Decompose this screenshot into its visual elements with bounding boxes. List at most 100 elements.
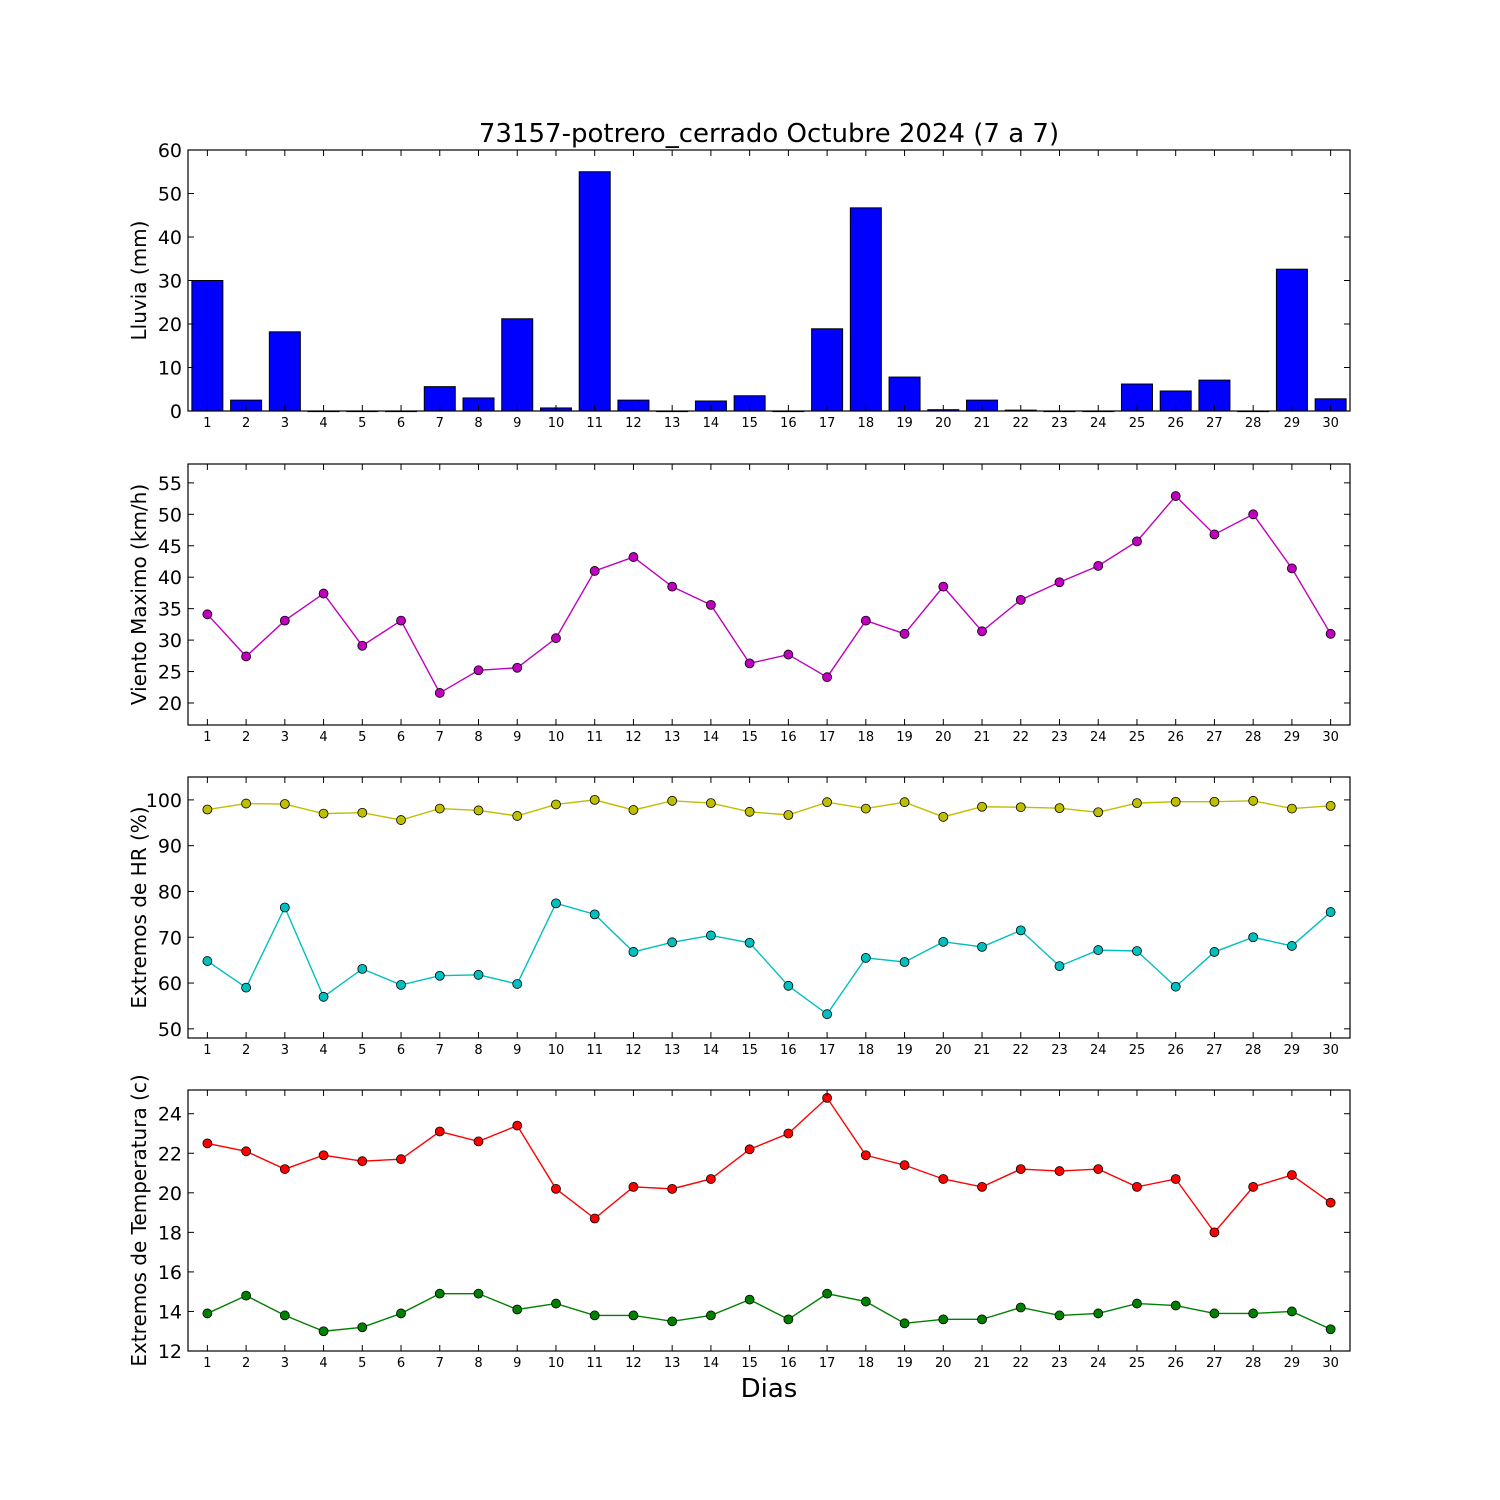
data-point-s1-day-30 — [1325, 1197, 1336, 1208]
x-tick-label: 7 — [436, 416, 444, 431]
x-tick-label: 25 — [1129, 1356, 1146, 1371]
data-point-s1-day-12 — [628, 1181, 639, 1192]
data-point-s2-day-16 — [783, 1314, 794, 1325]
data-point-s2-day-28 — [1248, 932, 1259, 943]
data-point-s2-day-10 — [551, 1298, 561, 1309]
data-point-s1-day-10 — [551, 799, 561, 810]
x-tick-label: 26 — [1167, 730, 1184, 745]
y-tick-label: 50 — [158, 184, 182, 206]
data-point-s2-day-29 — [1287, 941, 1297, 951]
x-tick-label: 23 — [1051, 1356, 1068, 1371]
series-line-1 — [207, 799, 1331, 821]
rain-bar-day-29 — [1275, 268, 1308, 412]
y-tick-label: 90 — [158, 836, 182, 858]
data-point-s1-day-24 — [1093, 1164, 1104, 1174]
x-tick-label: 12 — [625, 1043, 642, 1058]
x-tick-label: 17 — [819, 730, 836, 745]
x-tick-label: 28 — [1245, 416, 1262, 431]
data-point-s1-day-14 — [706, 1174, 716, 1184]
data-point-s1-day-18 — [860, 803, 871, 814]
x-tick-label: 10 — [548, 1043, 565, 1058]
data-point-s1-day-30 — [1325, 628, 1336, 639]
data-point-s1-day-12 — [628, 552, 639, 562]
x-tick-label: 18 — [858, 1043, 875, 1058]
data-point-s1-day-19 — [899, 628, 910, 639]
x-tick-label: 19 — [896, 1043, 913, 1058]
data-point-s2-day-4 — [318, 1326, 329, 1337]
data-point-s1-day-2 — [241, 651, 252, 662]
x-tick-label: 6 — [397, 730, 405, 745]
data-point-s2-day-19 — [899, 957, 910, 967]
x-tick-label: 7 — [436, 730, 444, 745]
x-tick-label: 20 — [935, 416, 952, 431]
data-point-s1-day-4 — [318, 808, 329, 819]
x-tick-label: 12 — [625, 1356, 642, 1371]
data-point-s2-day-27 — [1209, 947, 1220, 957]
x-tick-label: 29 — [1284, 416, 1301, 431]
data-point-s2-day-6 — [396, 979, 406, 990]
series-line-1 — [207, 1096, 1332, 1234]
x-tick-label: 9 — [513, 730, 521, 745]
x-tick-label: 2 — [242, 416, 250, 431]
x-tick-label: 25 — [1129, 416, 1146, 431]
x-tick-label: 30 — [1322, 1043, 1339, 1058]
data-point-s2-day-27 — [1209, 1308, 1220, 1319]
data-point-s1-day-25 — [1132, 1181, 1142, 1192]
x-tick-label: 3 — [281, 416, 289, 431]
x-tick-label: 1 — [203, 416, 211, 431]
x-tick-label: 14 — [703, 1043, 720, 1058]
x-tick-label: 28 — [1245, 1043, 1262, 1058]
y-tick-label: 100 — [146, 790, 182, 812]
data-point-s1-day-16 — [783, 649, 794, 660]
data-point-s1-day-12 — [628, 805, 639, 815]
data-point-s2-day-8 — [473, 1288, 484, 1299]
x-tick-label: 13 — [664, 1043, 681, 1058]
data-point-s1-day-15 — [744, 1144, 755, 1155]
data-point-s2-day-12 — [628, 947, 639, 957]
x-tick-label: 4 — [319, 1043, 327, 1058]
x-tick-label: 22 — [1012, 730, 1029, 745]
x-tick-label: 19 — [896, 730, 913, 745]
x-tick-label: 23 — [1051, 730, 1068, 745]
x-tick-label: 4 — [319, 1356, 327, 1371]
data-point-s2-day-3 — [279, 902, 290, 913]
x-tick-label: 22 — [1012, 416, 1029, 431]
y-tick-label: 80 — [158, 881, 182, 903]
axes-frame — [187, 776, 1351, 1039]
y-tick-label: 50 — [158, 1019, 182, 1041]
data-point-s2-day-2 — [241, 982, 252, 993]
x-tick-label: 6 — [397, 1356, 405, 1371]
x-tick-label: 4 — [319, 416, 327, 431]
x-tick-label: 26 — [1167, 1356, 1184, 1371]
x-tick-label: 3 — [281, 730, 289, 745]
data-point-s2-day-30 — [1325, 907, 1336, 917]
rain-bar-day-18 — [849, 207, 882, 412]
data-point-s1-day-3 — [279, 799, 290, 809]
x-tick-label: 25 — [1129, 1043, 1146, 1058]
x-tick-label: 5 — [358, 730, 366, 745]
data-point-s1-day-23 — [1054, 1166, 1065, 1176]
x-tick-label: 30 — [1322, 416, 1339, 431]
data-point-s1-day-19 — [899, 797, 910, 808]
x-tick-label: 2 — [242, 730, 250, 745]
data-point-s1-day-13 — [667, 795, 678, 806]
data-point-s2-day-28 — [1248, 1308, 1259, 1319]
data-point-s1-day-25 — [1132, 798, 1142, 808]
data-point-s1-day-15 — [744, 806, 755, 817]
data-point-s2-day-10 — [551, 898, 561, 909]
x-tick-label: 17 — [819, 416, 836, 431]
x-tick-label: 7 — [436, 1356, 444, 1371]
data-point-s2-day-20 — [938, 1314, 949, 1325]
x-tick-label: 17 — [819, 1356, 836, 1371]
x-tick-label: 10 — [548, 416, 565, 431]
data-point-s2-day-20 — [938, 936, 949, 947]
x-tick-label: 9 — [513, 1043, 521, 1058]
data-point-s2-day-7 — [434, 970, 445, 981]
data-point-s1-day-3 — [279, 615, 290, 626]
x-tick-label: 18 — [858, 416, 875, 431]
x-tick-label: 29 — [1284, 1043, 1301, 1058]
data-point-s1-day-5 — [357, 807, 368, 818]
x-tick-label: 20 — [935, 730, 952, 745]
chart-title: 73157-potrero_cerrado Octubre 2024 (7 a … — [479, 119, 1059, 149]
